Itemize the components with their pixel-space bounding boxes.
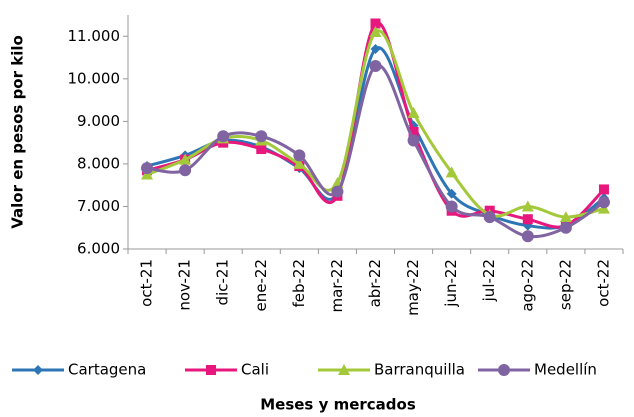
marker: [407, 134, 420, 147]
x-tick-label: ago-22: [518, 259, 536, 312]
marker: [256, 144, 267, 155]
x-tick-label: feb-22: [290, 259, 308, 308]
marker: [522, 214, 533, 225]
y-axis-title: Valor en pesos por kilo: [9, 35, 27, 229]
x-tick-label: may-22: [404, 259, 422, 316]
x-tick-label: mar-22: [328, 259, 346, 313]
legend-label: Barranquilla: [374, 361, 465, 379]
marker: [293, 157, 306, 169]
series-line: [146, 63, 605, 239]
y-tick-label: 9.000: [77, 112, 120, 130]
y-tick-label: 8.000: [77, 154, 120, 172]
marker: [369, 60, 382, 73]
marker: [331, 185, 344, 198]
x-tick-label: dic-21: [214, 259, 232, 305]
y-tick-label: 6.000: [77, 240, 120, 258]
legend-label: Cali: [241, 361, 269, 379]
y-tick-label: 10.000: [68, 69, 121, 87]
legend-label: Medellín: [534, 361, 597, 379]
marker: [407, 106, 420, 118]
marker: [33, 365, 43, 375]
series-line: [146, 29, 605, 219]
marker: [408, 127, 419, 137]
marker: [521, 230, 534, 243]
y-tick-label: 7.000: [77, 197, 120, 215]
marker: [179, 153, 192, 165]
y-tick-label: 11.000: [68, 27, 121, 45]
x-tick-label: oct-21: [138, 259, 156, 307]
marker: [179, 164, 192, 177]
marker: [370, 44, 381, 55]
marker: [293, 149, 306, 162]
marker: [498, 364, 510, 376]
x-tick-label: jun-22: [442, 259, 460, 308]
marker: [255, 130, 268, 143]
x-axis-title: Meses y mercados: [260, 396, 416, 414]
legend-label: Cartagena: [68, 361, 146, 379]
x-tick-label: abr-22: [366, 259, 384, 307]
marker: [141, 162, 154, 175]
marker: [483, 211, 496, 224]
marker: [597, 196, 610, 209]
marker: [559, 211, 572, 223]
marker: [369, 26, 382, 38]
x-tick-label: oct-22: [594, 259, 612, 307]
marker: [338, 364, 350, 375]
marker: [206, 365, 216, 375]
x-tick-label: nov-21: [176, 259, 194, 311]
marker: [217, 130, 230, 143]
series-line: [146, 46, 605, 230]
marker: [446, 188, 457, 199]
marker: [521, 200, 534, 212]
x-tick-label: jul-22: [480, 259, 498, 302]
x-tick-label: sep-22: [556, 259, 574, 310]
marker: [370, 18, 381, 29]
marker: [445, 166, 458, 178]
marker: [445, 200, 458, 213]
marker: [559, 221, 572, 234]
x-tick-label: ene-22: [252, 259, 270, 311]
marker: [598, 184, 609, 195]
